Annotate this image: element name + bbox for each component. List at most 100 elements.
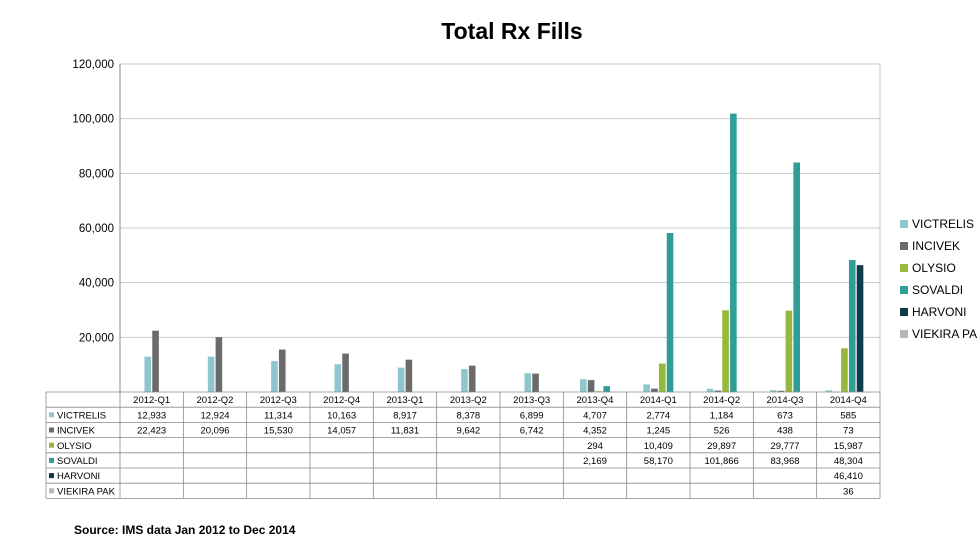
bar-harvoni-2014-Q4 xyxy=(856,265,864,392)
data-label: 22,423 xyxy=(137,426,166,437)
data-label: 1,245 xyxy=(646,426,670,437)
table-series-name: INCIVEK xyxy=(57,426,96,437)
legend-item: VICTRELIS xyxy=(900,216,978,238)
category-label: 2012-Q1 xyxy=(133,395,170,406)
data-label: 14,057 xyxy=(327,426,356,437)
data-label: 29,897 xyxy=(707,441,736,452)
table-series-name: VIEKIRA PAK xyxy=(57,486,116,497)
bar-sovaldi-2014-Q1 xyxy=(666,233,674,392)
data-label: 8,378 xyxy=(456,410,480,421)
data-label: 4,707 xyxy=(583,410,607,421)
bar-victrelis-2012-Q3 xyxy=(271,361,278,392)
legend-label: HARVONI xyxy=(912,305,967,319)
legend-swatch xyxy=(900,220,908,228)
y-tick-label: 20,000 xyxy=(79,332,114,344)
table-legend-key xyxy=(49,488,54,494)
bar-sovaldi-2014-Q3 xyxy=(793,162,800,392)
bar-victrelis-2014-Q2 xyxy=(706,388,714,392)
legend-item: HARVONI xyxy=(900,304,978,326)
category-label: 2014-Q1 xyxy=(640,395,677,406)
bar-incivek-2012-Q1 xyxy=(152,330,159,392)
bar-sovaldi-2013-Q4 xyxy=(603,386,610,392)
legend-swatch xyxy=(900,264,908,272)
data-label: 8,917 xyxy=(393,410,417,421)
legend-label: INCIVEK xyxy=(912,239,961,253)
bar-olysio-2013-Q4 xyxy=(595,391,603,392)
data-label: 585 xyxy=(840,410,856,421)
table-legend-key xyxy=(49,457,54,463)
table-series-name: VICTRELIS xyxy=(57,410,106,421)
bar-sovaldi-2014-Q2 xyxy=(730,113,737,392)
data-label: 2,774 xyxy=(646,410,670,421)
bar-olysio-2014-Q4 xyxy=(841,348,848,392)
data-label: 12,924 xyxy=(200,410,229,421)
data-label: 4,352 xyxy=(583,426,607,437)
data-label: 11,831 xyxy=(391,426,419,437)
category-label: 2014-Q4 xyxy=(830,395,867,406)
source-note: Source: IMS data Jan 2012 to Dec 2014 xyxy=(74,523,296,537)
y-tick-label: 100,000 xyxy=(72,114,114,126)
bar-olysio-2014-Q2 xyxy=(722,310,729,392)
table-legend-key xyxy=(49,427,54,433)
data-label: 673 xyxy=(777,410,793,421)
data-label: 46,410 xyxy=(834,471,863,482)
data-label: 10,163 xyxy=(327,410,356,421)
data-label: 101,866 xyxy=(704,456,738,467)
data-label: 83,968 xyxy=(770,456,799,467)
bar-victrelis-2014-Q1 xyxy=(643,384,650,392)
bar-incivek-2012-Q3 xyxy=(278,349,286,392)
bar-victrelis-2013-Q4 xyxy=(580,379,587,392)
bar-victrelis-2013-Q2 xyxy=(461,369,468,392)
data-label: 15,530 xyxy=(264,426,293,437)
bar-victrelis-2012-Q2 xyxy=(207,356,215,392)
bar-victrelis-2014-Q4 xyxy=(825,390,833,392)
table-series-name: HARVONI xyxy=(57,471,100,482)
legend: VICTRELIS INCIVEK OLYSIO SOVALDI HARVONI VIEK… xyxy=(900,216,978,348)
chart-title: Total Rx Fills xyxy=(441,18,583,44)
bar-incivek-2014-Q1 xyxy=(651,388,658,392)
y-tick-label: 80,000 xyxy=(79,168,114,180)
bar-incivek-2014-Q2 xyxy=(714,390,722,392)
table-legend-key xyxy=(49,442,54,448)
data-label: 15,987 xyxy=(834,441,863,452)
bar-olysio-2014-Q1 xyxy=(658,363,666,392)
data-label: 29,777 xyxy=(770,441,799,452)
data-label: 9,642 xyxy=(456,426,480,437)
data-label: 20,096 xyxy=(200,426,229,437)
legend-swatch xyxy=(900,242,908,250)
data-label: 73 xyxy=(843,426,854,437)
category-label: 2012-Q2 xyxy=(197,395,234,406)
y-tick-label: 60,000 xyxy=(79,223,114,235)
category-label: 2012-Q3 xyxy=(260,395,297,406)
bar-victrelis-2013-Q1 xyxy=(397,367,405,392)
category-label: 2014-Q3 xyxy=(767,395,804,406)
bar-incivek-2013-Q2 xyxy=(468,365,476,392)
data-label: 526 xyxy=(714,426,730,437)
data-label: 294 xyxy=(587,441,603,452)
legend-item: INCIVEK xyxy=(900,238,978,260)
category-label: 2013-Q2 xyxy=(450,395,487,406)
legend-swatch xyxy=(900,330,908,338)
category-label: 2013-Q3 xyxy=(513,395,550,406)
table-series-name: SOVALDI xyxy=(57,456,97,467)
data-label: 438 xyxy=(777,426,793,437)
bar-incivek-2012-Q2 xyxy=(215,337,223,392)
legend-label: OLYSIO xyxy=(912,261,956,275)
data-label: 48,304 xyxy=(834,456,863,467)
category-label: 2014-Q2 xyxy=(703,395,740,406)
bar-incivek-2013-Q4 xyxy=(587,380,595,392)
data-label: 6,742 xyxy=(520,426,544,437)
legend-item: VIEKIRA PAK xyxy=(900,326,978,348)
bar-sovaldi-2014-Q4 xyxy=(848,259,856,392)
y-tick-label: 120,000 xyxy=(72,59,114,71)
bar-incivek-2013-Q1 xyxy=(405,359,413,392)
bar-victrelis-2012-Q4 xyxy=(334,364,342,392)
bar-incivek-2012-Q4 xyxy=(342,353,349,392)
data-label: 11,314 xyxy=(264,410,292,421)
table-series-name: OLYSIO xyxy=(57,441,92,452)
category-label: 2013-Q4 xyxy=(577,395,614,406)
bar-olysio-2014-Q3 xyxy=(785,310,793,392)
legend-swatch xyxy=(900,308,908,316)
bar-victrelis-2013-Q3 xyxy=(524,373,532,392)
